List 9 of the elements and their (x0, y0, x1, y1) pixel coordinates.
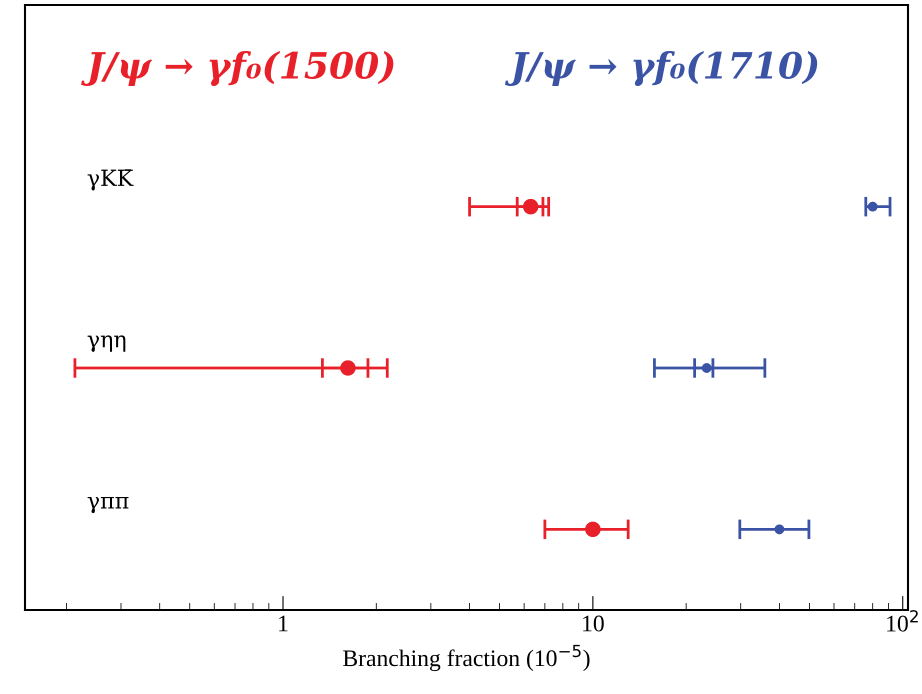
y-tick-label: γηη (88, 335, 126, 352)
x-tick-label: 10 (583, 616, 604, 632)
x-tick-label: 1 (279, 616, 288, 632)
x-tick-label: 10$^{2}$ (887, 610, 918, 632)
text: J/ψ → γf₀(1710) (504, 51, 818, 86)
y-tick-label: γKK̄ (88, 169, 134, 191)
y-tick-label: γππ (88, 496, 128, 514)
x-axis-title: Branching fraction (10$^{−5}$) (343, 644, 590, 672)
text: J/ψ → γf₀(1500) (81, 51, 394, 86)
